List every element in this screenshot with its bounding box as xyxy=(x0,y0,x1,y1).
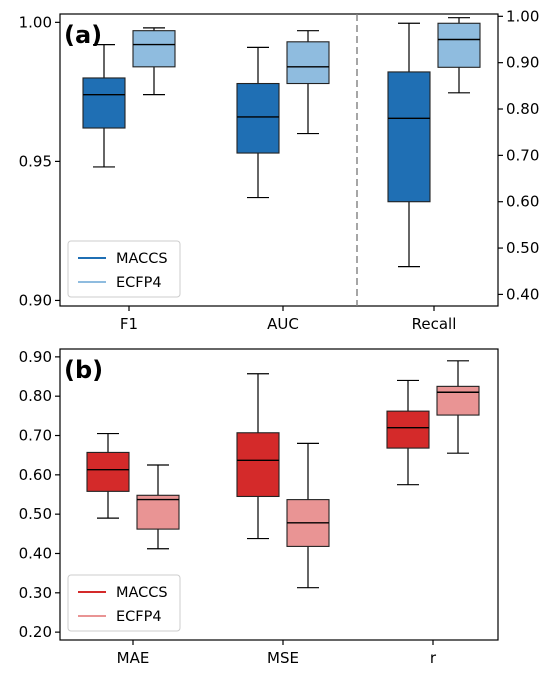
box-maccs-r xyxy=(386,379,430,486)
box-iqr xyxy=(86,451,130,492)
right-y-tick-label: 0.60 xyxy=(506,193,539,211)
y-tick-label: 0.40 xyxy=(19,544,52,562)
x-tick-label-mse: MSE xyxy=(267,649,299,667)
panel-label: (b) xyxy=(64,356,103,384)
legend-label-maccs: MACCS xyxy=(116,251,168,267)
right-y-tick-label: 1.00 xyxy=(506,7,539,25)
box-iqr xyxy=(386,410,430,449)
box-ecfp4-mae xyxy=(136,464,180,550)
box-iqr xyxy=(437,22,481,68)
y-tick-label: 0.80 xyxy=(19,387,52,405)
right-y-tick-label: 0.70 xyxy=(506,146,539,164)
box-maccs-mae xyxy=(86,432,130,519)
y-tick-label: 0.95 xyxy=(19,152,52,170)
plot-frame xyxy=(59,348,499,641)
y-tick-label: 0.90 xyxy=(19,291,52,309)
box-iqr xyxy=(286,41,330,85)
box-iqr xyxy=(82,77,126,129)
chart-panel-2: 0.20 0.30 0.40 0.50 0.60 0.70 0.80 0.90 MAE MSE r (… xyxy=(19,348,499,667)
y-tick-label: 0.90 xyxy=(19,348,52,366)
legend: MACCS ECFP4 xyxy=(67,240,181,298)
y-tick-label: 0.60 xyxy=(19,466,52,484)
y-tick-label: 0.30 xyxy=(19,584,52,602)
box-maccs-f1 xyxy=(82,43,126,168)
right-y-tick-label: 0.90 xyxy=(506,54,539,72)
box-iqr xyxy=(132,30,176,68)
plot-frame xyxy=(59,13,499,307)
x-tick-label-f1: F1 xyxy=(120,315,138,333)
legend: MACCS ECFP4 xyxy=(67,574,181,632)
right-y-tick-label: 0.50 xyxy=(506,239,539,257)
box-ecfp4-r xyxy=(436,360,480,454)
box-iqr xyxy=(436,385,480,416)
box-maccs-mse xyxy=(236,373,280,540)
box-ecfp4-auc xyxy=(286,30,330,135)
x-tick-label-r: r xyxy=(430,649,437,667)
x-tick-label-mae: MAE xyxy=(117,649,150,667)
box-maccs-recall xyxy=(387,22,431,268)
right-y-tick-label: 0.40 xyxy=(506,285,539,303)
box-ecfp4-f1 xyxy=(132,27,176,96)
y-tick-label: 1.00 xyxy=(19,13,52,31)
box-iqr xyxy=(236,82,280,154)
legend-label-ecfp4: ECFP4 xyxy=(116,275,162,291)
y-tick-label: 0.50 xyxy=(19,505,52,523)
box-iqr xyxy=(236,432,280,498)
y-tick-label: 0.20 xyxy=(19,623,52,641)
box-ecfp4-mse xyxy=(286,442,330,589)
box-maccs-auc xyxy=(236,46,280,199)
legend-label-ecfp4: ECFP4 xyxy=(116,609,162,625)
chart-panel-1: 0.90 0.95 1.00 0.40 0.50 0.60 0.70 0.80 0.90 1.00… xyxy=(19,7,540,333)
box-iqr xyxy=(136,494,180,530)
right-y-tick-label: 0.80 xyxy=(506,100,539,118)
x-tick-label-auc: AUC xyxy=(267,315,299,333)
y-tick-label: 0.70 xyxy=(19,427,52,445)
x-tick-label-recall: Recall xyxy=(412,315,457,333)
legend-label-maccs: MACCS xyxy=(116,585,168,601)
panel-label: (a) xyxy=(64,21,102,49)
box-iqr xyxy=(387,71,431,203)
box-ecfp4-recall xyxy=(437,17,481,94)
